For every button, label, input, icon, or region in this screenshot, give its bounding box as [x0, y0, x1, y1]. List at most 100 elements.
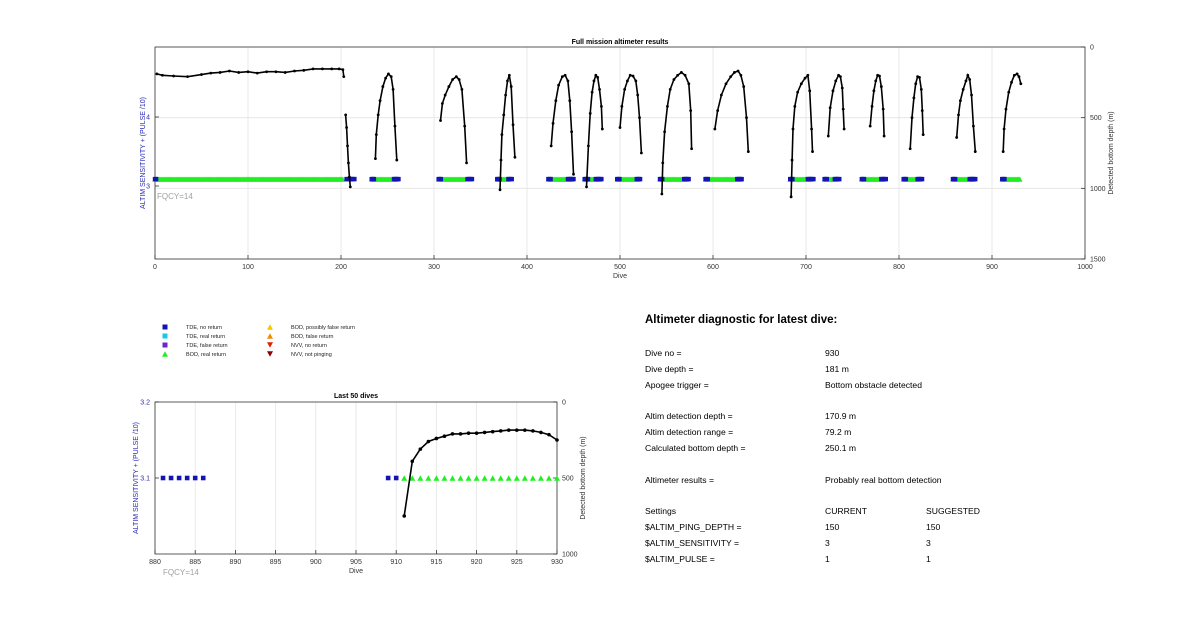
- bottom-depth-point: [568, 99, 572, 103]
- chart-title-full-mission: Full mission altimeter results: [572, 39, 669, 46]
- bottom-depth-point: [713, 127, 717, 131]
- bottom-depth-point: [554, 99, 558, 103]
- bottom-depth-point: [636, 93, 640, 97]
- bottom-depth-point: [839, 75, 842, 79]
- bottom-depth-point: [347, 175, 351, 179]
- bottom-depth-point: [1010, 80, 1013, 84]
- bottom-depth-point: [600, 127, 604, 131]
- bottom-depth-line-2: [374, 72, 398, 161]
- bottom-depth-line-5: [550, 74, 575, 175]
- bottom-depth-point: [376, 113, 380, 117]
- bottom-depth-point: [626, 79, 629, 83]
- tde-no-return-marker: [352, 176, 357, 182]
- bottom-depth-point: [218, 71, 222, 74]
- chart-title-last-50: Last 50 dives: [334, 393, 378, 400]
- bottom-depth-point: [228, 69, 231, 73]
- bottom-depth-point: [572, 172, 575, 176]
- bottom-depth-point: [732, 71, 736, 74]
- bottom-depth-point: [500, 133, 504, 137]
- bottom-depth-point: [395, 158, 399, 162]
- tde-no-return-marker: [509, 176, 514, 182]
- bottom-depth-point-914: [426, 439, 431, 444]
- bottom-depth-point: [274, 70, 278, 74]
- bottom-depth-point: [391, 88, 395, 91]
- bottom-depth-point: [451, 78, 454, 81]
- bottom-depth-point: [265, 70, 268, 74]
- bod-real-return-marker-915: [433, 475, 440, 481]
- bod-real-return-marker: [1017, 176, 1023, 182]
- left-tick-label-3.1: 3.1: [140, 476, 150, 483]
- bottom-depth-point: [457, 78, 461, 81]
- bottom-depth-point: [724, 82, 728, 86]
- legend-marker-nvv-no-return: [267, 342, 273, 348]
- bod-real-return-marker-929: [545, 475, 552, 481]
- settings-header-current: CURRENT: [825, 506, 868, 516]
- bottom-depth-point: [594, 73, 598, 77]
- diagnostic-title: Altimeter diagnostic for latest dive:: [645, 314, 838, 326]
- bottom-depth-point: [560, 75, 564, 79]
- bod-real-return-marker-927: [529, 475, 536, 481]
- bottom-depth-line-8: [661, 71, 693, 195]
- bottom-depth-point: [374, 157, 377, 161]
- bottom-depth-point: [874, 79, 878, 83]
- right-tick-label-1000: 1000: [1090, 186, 1106, 193]
- bottom-depth-point: [690, 147, 694, 151]
- legend-label-7: NVV, not pinging: [291, 352, 332, 358]
- bottom-depth-line-14: [955, 73, 977, 152]
- bottom-depth-point: [742, 85, 746, 88]
- bottom-depth-point: [600, 104, 603, 108]
- bottom-depth-point: [663, 130, 667, 134]
- bottom-depth-point: [321, 67, 324, 71]
- bottom-depth-point: [968, 78, 972, 81]
- label-altim-detection-range: Altim detection range =: [645, 427, 734, 437]
- bottom-depth-point: [348, 185, 352, 189]
- bottom-depth-point: [504, 93, 508, 97]
- x-tick-label-900: 900: [986, 264, 998, 271]
- bottom-depth-point: [660, 192, 664, 196]
- right-tick-label-0: 0: [562, 400, 566, 407]
- bottom-depth-point: [739, 73, 743, 77]
- tde-no-return-marker: [599, 176, 604, 182]
- value-apogee-trigger: Bottom obstacle detected: [825, 380, 922, 390]
- bottom-depth-point: [910, 116, 914, 120]
- bottom-depth-line-6: [585, 73, 604, 187]
- tde-no-return-marker: [548, 176, 553, 182]
- left-tick-label-3.2: 3.2: [140, 400, 150, 407]
- bottom-depth-point: [666, 104, 669, 108]
- bottom-depth-line-3: [439, 75, 468, 163]
- value-altimeter-results: Probably real bottom detection: [825, 475, 942, 485]
- left-tick-label-3: 3: [146, 184, 150, 191]
- x-tick-label-600: 600: [707, 264, 719, 271]
- label-altimeter-results: Altimeter results =: [645, 475, 715, 485]
- bottom-depth-point: [623, 88, 627, 91]
- bottom-depth-point: [828, 106, 832, 110]
- fqcy-annotation-last-50: FQCY=14: [163, 568, 199, 577]
- bottom-depth-point: [513, 155, 517, 159]
- bottom-depth-point: [439, 119, 442, 122]
- bottom-depth-point: [341, 68, 345, 72]
- bod-real-return-marker-926: [521, 475, 528, 481]
- legend-label-4: BOD, possibly false return: [291, 325, 355, 331]
- bottom-depth-point: [563, 73, 567, 77]
- bottom-depth-point: [302, 68, 306, 72]
- legend-label-6: NVV, no return: [291, 343, 327, 349]
- bottom-depth-point: [557, 83, 561, 87]
- tde-no-return-marker: [571, 176, 576, 182]
- bottom-depth-point: [393, 124, 397, 128]
- bottom-depth-point: [676, 73, 680, 77]
- bottom-depth-point: [841, 107, 845, 111]
- bottom-depth-point: [920, 109, 924, 112]
- bottom-depth-point: [237, 71, 241, 74]
- bottom-depth-point: [551, 121, 555, 125]
- bod-real-return-marker-917: [449, 475, 456, 481]
- bottom-depth-point: [628, 73, 632, 77]
- bottom-depth-point-912: [410, 459, 415, 464]
- bottom-depth-point: [344, 113, 348, 117]
- x-tick-label-1000: 1000: [1077, 264, 1093, 271]
- tde-no-return-marker: [585, 176, 591, 182]
- bottom-depth-line-7: [619, 74, 643, 154]
- tde-no-return-marker-885: [192, 475, 198, 481]
- bottom-depth-point-923: [498, 429, 503, 433]
- bottom-depth-point: [345, 126, 348, 129]
